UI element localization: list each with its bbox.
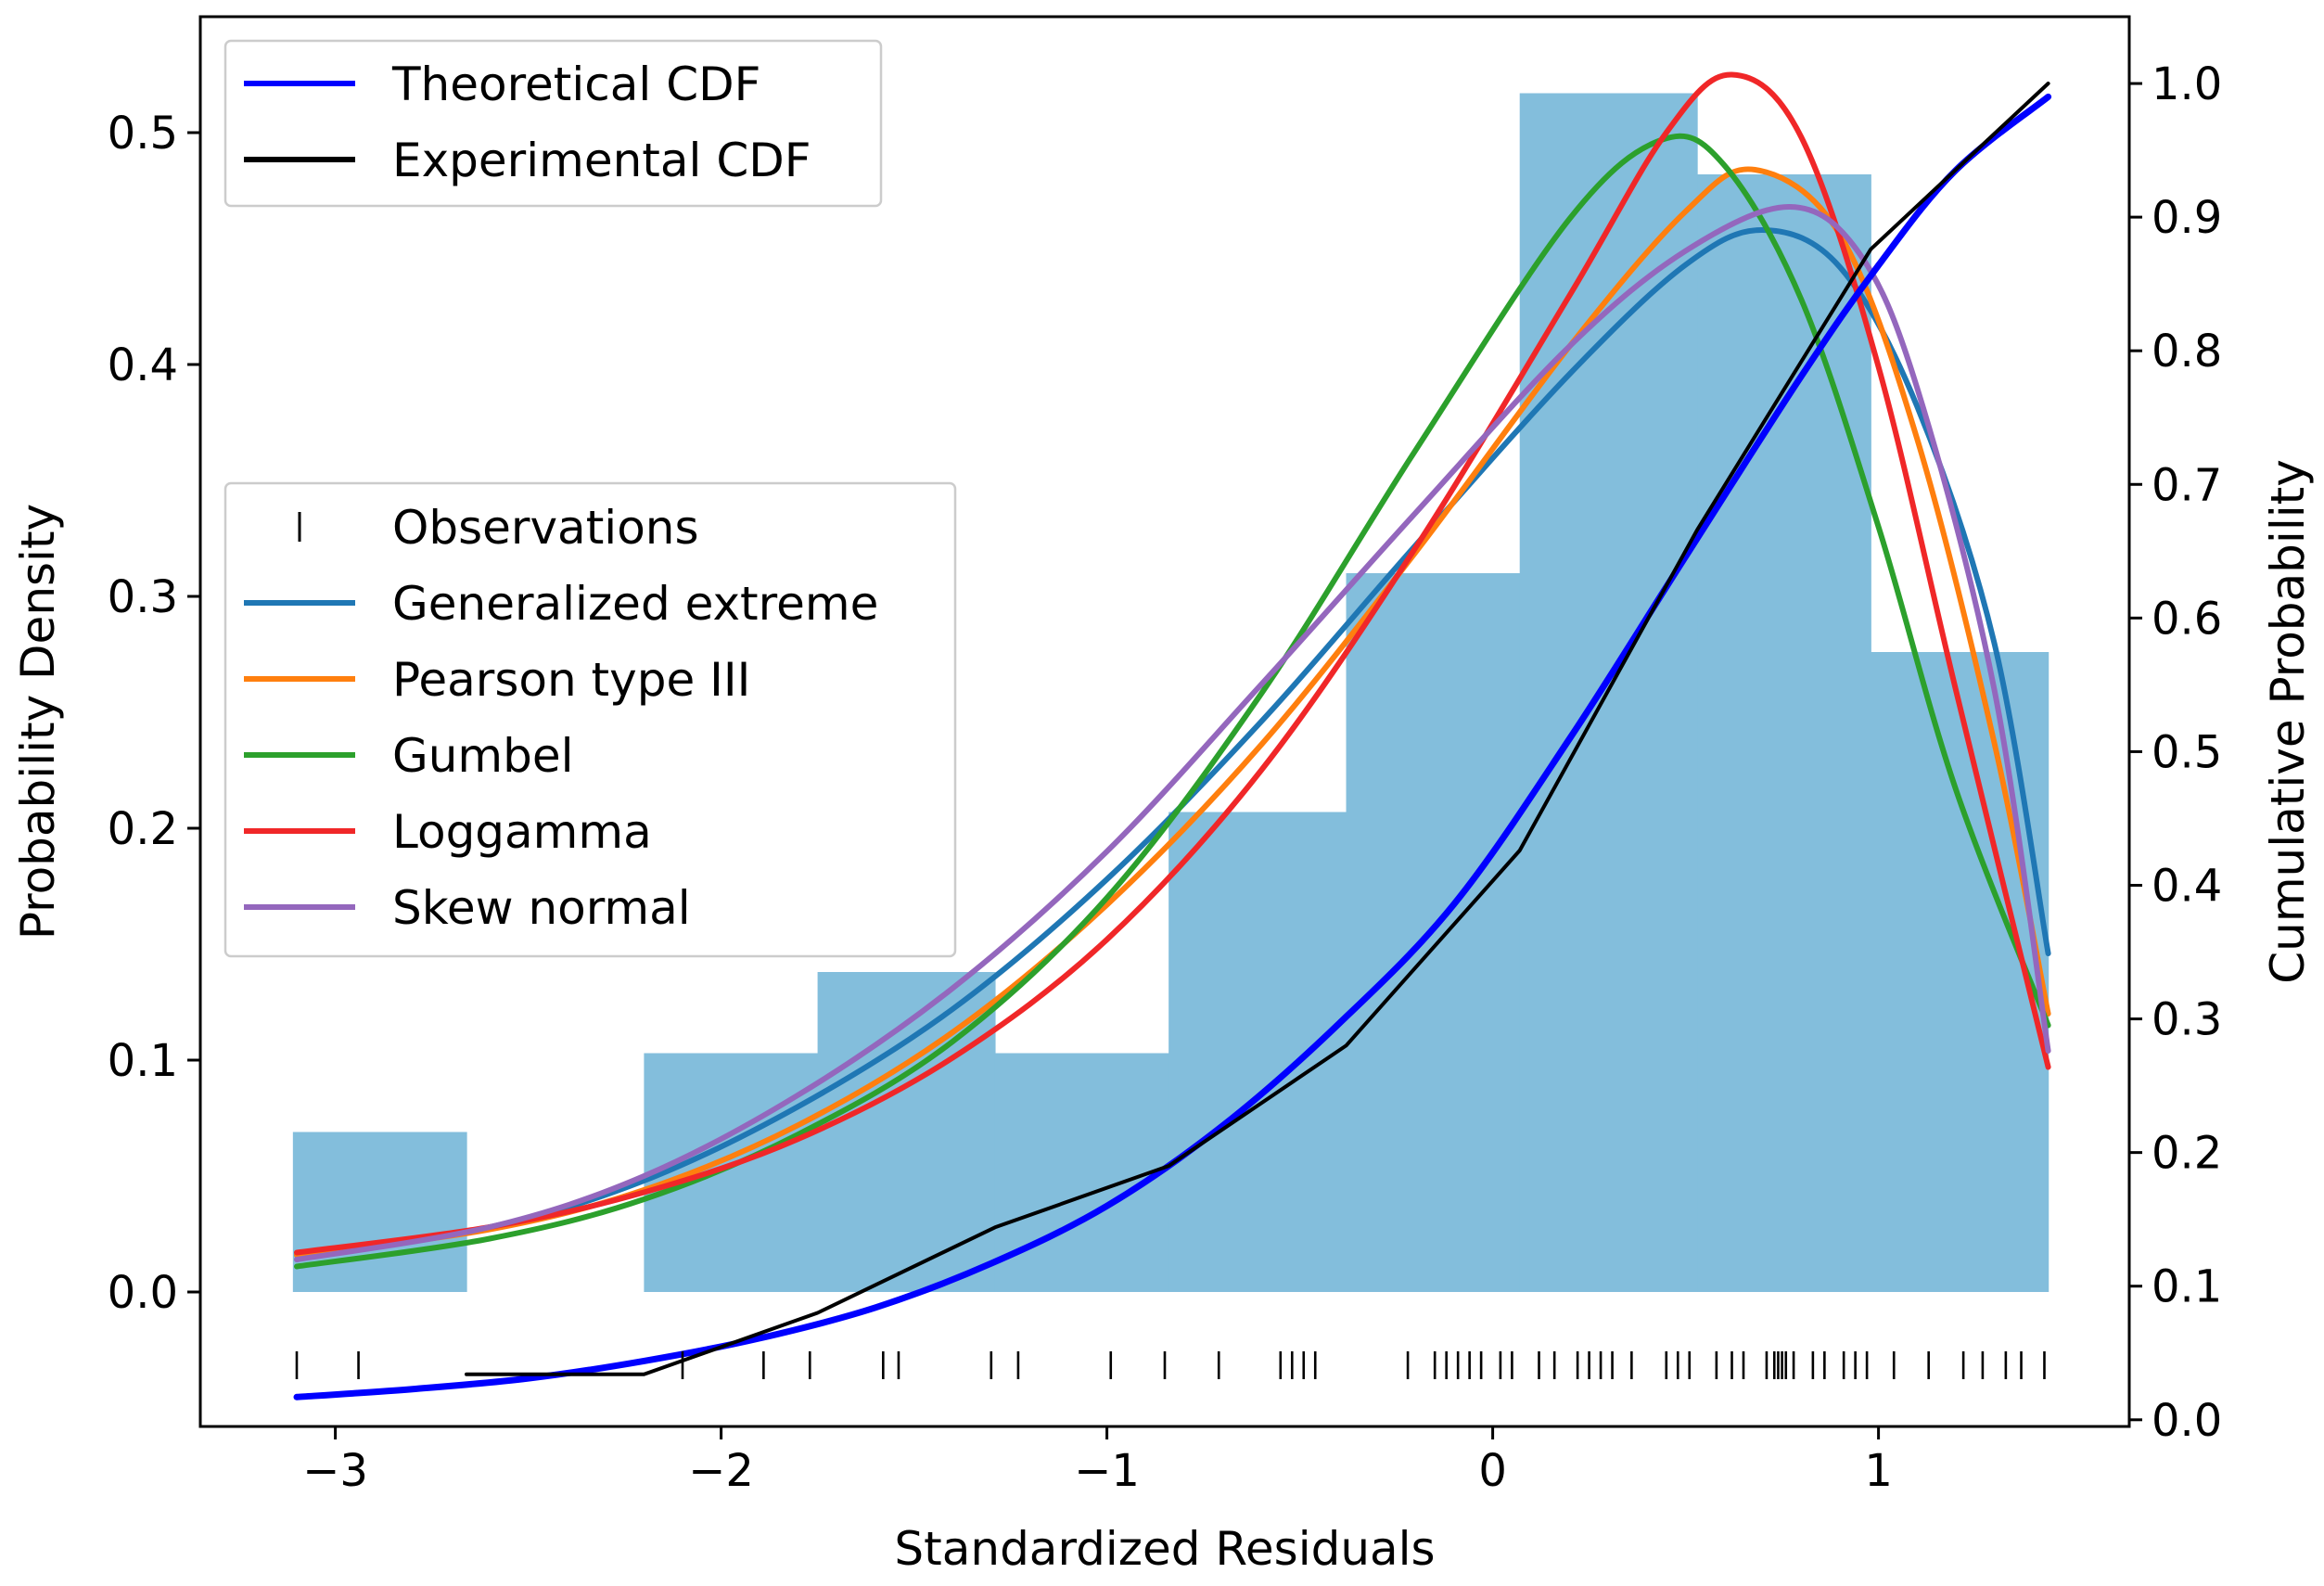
histogram-bar-6 [1168,812,1347,1292]
y-right-tick-label-2: 0.1 [2152,1261,2222,1313]
legend-upper-label-experimental-cdf: Experimental CDF [392,134,811,187]
legend-middle-label-generalized-extreme: Generalized extreme [392,577,878,631]
x-tick-label-2: −2 [688,1445,754,1497]
x-tick-label-4: 0 [1478,1445,1507,1497]
y-right-tick-label-3: 0.2 [2152,1128,2222,1180]
legend-middle-label-gumbel: Gumbel [392,729,574,783]
x-tick-label-1: −3 [302,1445,368,1497]
legend-middle-label-observations: Observations [392,501,699,555]
x-axis: −3 −2 −1 0 1 [302,1426,1893,1497]
y-left-tick-label-4: 0.3 [108,571,178,623]
y-left-tick-label-1: 0.0 [108,1267,178,1319]
experimental-cdf-line [465,82,2050,1376]
x-tick-label-3: −1 [1074,1445,1140,1497]
legend-upper: Theoretical CDF Experimental CDF [223,39,883,208]
y-right-tick-label-5: 0.4 [2152,860,2222,912]
y-left-tick-label-3: 0.2 [108,803,178,855]
y-axis-left-label: Probability Density [11,504,65,940]
histogram-bar-1 [292,1132,467,1292]
y-right-tick-label-1: 0.0 [2152,1395,2222,1447]
y-axis-right-label: Cumulative Probability [2261,459,2315,984]
y-right-tick-label-6: 0.5 [2152,726,2222,778]
legend-upper-box [223,39,883,208]
histogram-bar-9 [1697,174,1871,1292]
pdf-line-generalized-extreme [294,226,2051,1258]
pdf-line-loggamma [294,71,2051,1256]
legend-middle: Observations Generalized extreme Pearson t… [223,481,957,958]
y-axis-right: 0.0 0.1 0.2 0.3 0.4 0.5 0.6 0.7 0.8 0.9 1.0 [2129,58,2222,1447]
legend-middle-label-skew-normal: Skew normal [392,881,691,935]
x-axis-label: Standardized Residuals [894,1522,1435,1576]
y-right-tick-label-7: 0.6 [2152,593,2222,645]
y-right-tick-label-9: 0.8 [2152,326,2222,377]
y-left-tick-label-6: 0.5 [108,108,178,160]
observation-ticks [295,1351,2046,1379]
y-axis-left: 0.0 0.1 0.2 0.3 0.4 0.5 [108,108,200,1319]
legend-middle-label-pearson-type-iii: Pearson type III [392,653,750,707]
legend-upper-label-theoretical-cdf: Theoretical CDF [391,58,760,111]
pdf-curves [294,71,2051,1270]
y-left-tick-label-2: 0.1 [108,1035,178,1087]
legend-middle-box [223,481,957,958]
histogram-bar-5 [994,1053,1169,1292]
legend-middle-label-loggamma: Loggamma [392,805,652,859]
theoretical-cdf-line [293,93,2052,1401]
y-left-tick-label-5: 0.4 [108,339,178,391]
plot-frame [198,15,2131,1428]
cdf-curves [293,82,2052,1401]
y-right-tick-label-4: 0.3 [2152,994,2222,1046]
y-right-tick-label-11: 1.0 [2152,58,2222,110]
histogram-bar-3 [644,1053,819,1292]
x-tick-label-5: 1 [1864,1445,1893,1497]
y-right-tick-label-10: 0.9 [2152,192,2222,244]
pdf-line-skew-normal [294,203,2051,1262]
y-right-tick-label-8: 0.7 [2152,459,2222,511]
